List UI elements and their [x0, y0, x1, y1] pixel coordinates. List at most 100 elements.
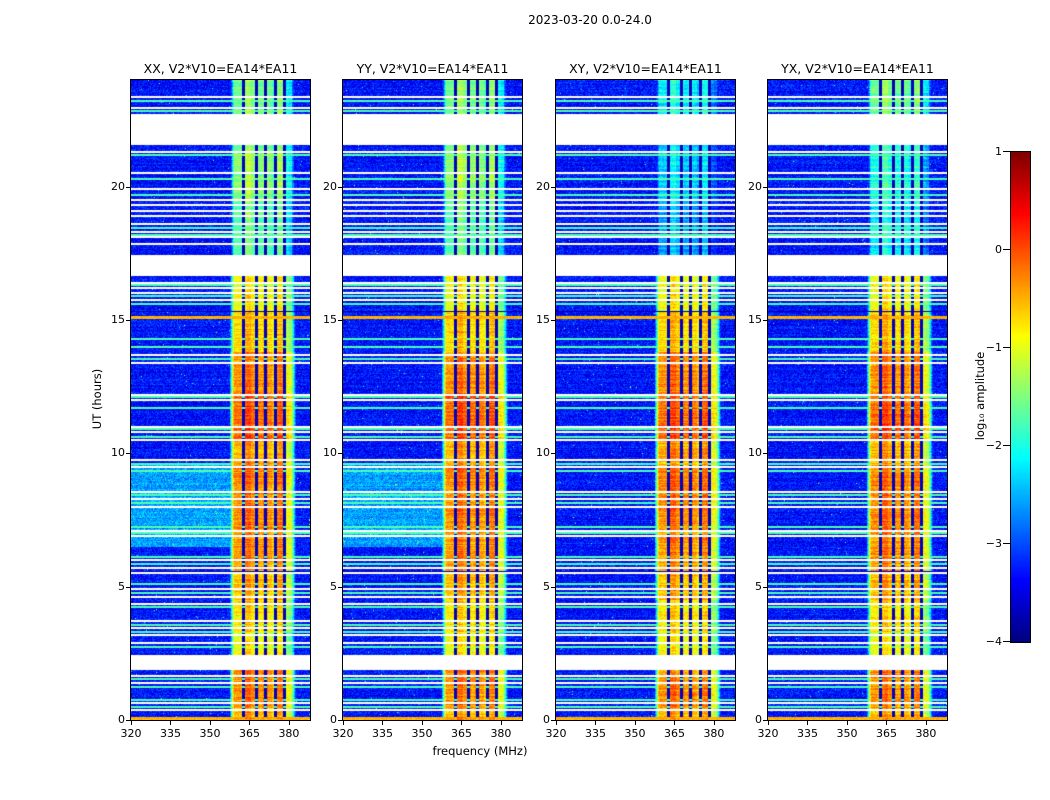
- x-tick-mark: [595, 721, 596, 725]
- y-tick-label: 5: [755, 579, 762, 593]
- x-tick-mark: [422, 721, 423, 725]
- x-tick-mark: [714, 721, 715, 725]
- y-tick-mark: [763, 720, 767, 721]
- y-tick-label: 10: [536, 446, 550, 460]
- x-tick-mark: [886, 721, 887, 725]
- y-tick-label: 20: [536, 179, 550, 193]
- x-tick-mark: [556, 721, 557, 725]
- x-tick-label: 350: [199, 727, 221, 740]
- colorbar-tick-label: −3: [985, 537, 1002, 550]
- x-tick-mark: [131, 721, 132, 725]
- x-tick-label: 320: [120, 727, 142, 740]
- x-axis-label: frequency (MHz): [432, 744, 528, 758]
- figure-title: 2023-03-20 0.0-24.0: [528, 13, 652, 27]
- y-tick-label: 0: [330, 713, 337, 726]
- x-tick-label: 335: [796, 727, 818, 740]
- x-tick-label: 320: [757, 727, 779, 740]
- y-tick-label: 10: [111, 446, 125, 460]
- x-tick-label: 335: [159, 727, 181, 740]
- x-tick-label: 335: [584, 727, 606, 740]
- x-tick-mark: [461, 721, 462, 725]
- panel-title-yx: YX, V2*V10=EA14*EA11: [781, 61, 934, 76]
- heatmap-canvas-xx: [131, 80, 310, 720]
- y-tick-label: 15: [323, 313, 337, 326]
- panel-xy: [555, 79, 736, 721]
- x-tick-mark: [210, 721, 211, 725]
- x-tick-mark: [847, 721, 848, 725]
- y-tick-mark: [551, 187, 555, 188]
- colorbar-tick-label: 1: [995, 145, 1002, 158]
- y-tick-label: 10: [748, 446, 762, 460]
- x-tick-label: 380: [278, 727, 300, 740]
- x-tick-label: 365: [450, 727, 472, 740]
- x-tick-label: 350: [836, 727, 858, 740]
- y-axis-label: UT (hours): [90, 368, 104, 430]
- x-tick-label: 335: [371, 727, 393, 740]
- colorbar-tick-mark: [1003, 445, 1010, 446]
- y-tick-label: 15: [536, 313, 550, 326]
- x-tick-label: 380: [490, 727, 512, 740]
- panel-yx: [767, 79, 948, 721]
- y-tick-mark: [126, 453, 130, 454]
- x-tick-label: 365: [238, 727, 260, 740]
- x-tick-label: 350: [624, 727, 646, 740]
- y-tick-mark: [126, 187, 130, 188]
- x-tick-mark: [768, 721, 769, 725]
- x-tick-label: 365: [875, 727, 897, 740]
- y-tick-label: 20: [323, 179, 337, 193]
- colorbar-tick-label: 0: [995, 243, 1002, 256]
- y-tick-mark: [551, 720, 555, 721]
- y-tick-mark: [338, 453, 342, 454]
- y-tick-mark: [763, 587, 767, 588]
- panel-xx: [130, 79, 311, 721]
- x-tick-mark: [170, 721, 171, 725]
- colorbar-tick-mark: [1003, 347, 1010, 348]
- x-tick-label: 380: [915, 727, 937, 740]
- y-tick-label: 0: [118, 713, 125, 726]
- x-tick-mark: [343, 721, 344, 725]
- colorbar-tick-mark: [1003, 151, 1010, 152]
- x-tick-mark: [382, 721, 383, 725]
- y-tick-label: 10: [323, 446, 337, 460]
- y-tick-mark: [338, 587, 342, 588]
- y-tick-mark: [551, 587, 555, 588]
- heatmap-canvas-yx: [768, 80, 947, 720]
- x-tick-mark: [807, 721, 808, 725]
- y-tick-mark: [126, 587, 130, 588]
- colorbar-tick-mark: [1003, 249, 1010, 250]
- y-tick-mark: [763, 187, 767, 188]
- colorbar-tick-mark: [1003, 543, 1010, 544]
- panel-title-yy: YY, V2*V10=EA14*EA11: [356, 61, 509, 76]
- y-tick-mark: [126, 320, 130, 321]
- x-tick-mark: [501, 721, 502, 725]
- colorbar-tick-mark: [1003, 641, 1010, 642]
- y-tick-label: 0: [543, 713, 550, 726]
- y-tick-mark: [763, 453, 767, 454]
- heatmap-canvas-xy: [556, 80, 735, 720]
- x-tick-mark: [249, 721, 250, 725]
- y-tick-label: 20: [111, 179, 125, 193]
- panel-yy: [342, 79, 523, 721]
- panel-title-xy: XY, V2*V10=EA14*EA11: [569, 61, 722, 76]
- x-tick-mark: [635, 721, 636, 725]
- x-tick-mark: [926, 721, 927, 725]
- x-tick-label: 365: [663, 727, 685, 740]
- colorbar: [1010, 151, 1031, 643]
- y-tick-label: 20: [748, 179, 762, 193]
- y-tick-mark: [763, 320, 767, 321]
- x-tick-label: 350: [411, 727, 433, 740]
- y-tick-mark: [551, 453, 555, 454]
- colorbar-canvas: [1011, 152, 1030, 642]
- colorbar-tick-label: −1: [985, 341, 1002, 354]
- colorbar-tick-label: −2: [985, 439, 1002, 452]
- y-tick-label: 5: [118, 579, 125, 593]
- y-tick-mark: [126, 720, 130, 721]
- y-tick-label: 5: [543, 579, 550, 593]
- y-tick-label: 0: [755, 713, 762, 726]
- y-tick-mark: [338, 320, 342, 321]
- heatmap-canvas-yy: [343, 80, 522, 720]
- y-tick-label: 5: [330, 579, 337, 593]
- x-tick-label: 380: [703, 727, 725, 740]
- panel-title-xx: XX, V2*V10=EA14*EA11: [143, 61, 298, 76]
